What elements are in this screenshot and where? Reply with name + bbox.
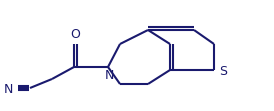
Text: O: O: [70, 28, 80, 41]
Text: N: N: [4, 82, 13, 95]
Text: N: N: [104, 69, 114, 82]
Text: S: S: [219, 64, 227, 77]
